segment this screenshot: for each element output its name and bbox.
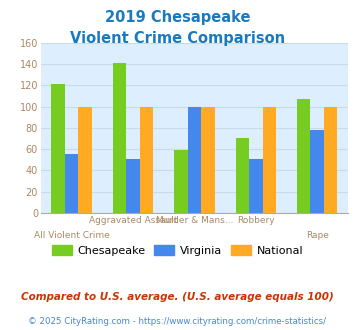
- Bar: [297, 99, 310, 213]
- Bar: [249, 159, 263, 213]
- Text: Violent Crime Comparison: Violent Crime Comparison: [70, 31, 285, 46]
- Bar: [235, 139, 249, 213]
- Bar: [310, 130, 324, 213]
- Text: 2019 Chesapeake: 2019 Chesapeake: [105, 10, 250, 25]
- Bar: [65, 154, 78, 213]
- Bar: [51, 84, 65, 213]
- Legend: Chesapeake, Virginia, National: Chesapeake, Virginia, National: [47, 241, 308, 260]
- Text: Murder & Mans...: Murder & Mans...: [156, 216, 233, 225]
- Text: Robbery: Robbery: [237, 216, 274, 225]
- Bar: [324, 107, 338, 213]
- Bar: [187, 107, 201, 213]
- Text: Rape: Rape: [306, 231, 329, 240]
- Text: Compared to U.S. average. (U.S. average equals 100): Compared to U.S. average. (U.S. average …: [21, 292, 334, 302]
- Text: Aggravated Assault: Aggravated Assault: [89, 216, 177, 225]
- Bar: [113, 63, 126, 213]
- Bar: [126, 159, 140, 213]
- Bar: [174, 150, 187, 213]
- Bar: [140, 107, 153, 213]
- Text: All Violent Crime: All Violent Crime: [34, 231, 109, 240]
- Bar: [201, 107, 215, 213]
- Text: © 2025 CityRating.com - https://www.cityrating.com/crime-statistics/: © 2025 CityRating.com - https://www.city…: [28, 317, 327, 326]
- Bar: [263, 107, 276, 213]
- Bar: [78, 107, 92, 213]
